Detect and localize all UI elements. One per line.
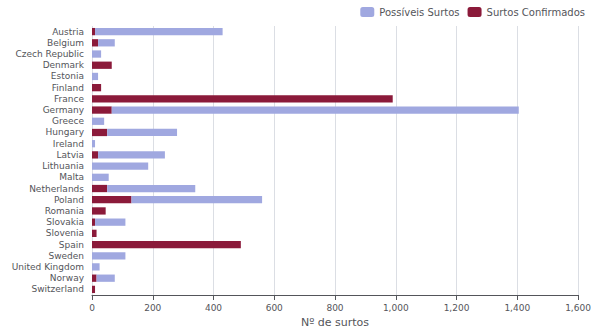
svg-text:Norway: Norway [50,273,85,283]
svg-text:0: 0 [89,303,95,313]
svg-text:Czech Republic: Czech Republic [15,49,84,59]
svg-text:United Kingdom: United Kingdom [12,262,84,272]
svg-text:Lithuania: Lithuania [42,161,84,171]
svg-text:Slovakia: Slovakia [46,217,84,227]
svg-text:Belgium: Belgium [47,38,84,48]
svg-text:Romania: Romania [45,206,84,216]
svg-text:Poland: Poland [54,195,84,205]
svg-text:Nº de surtos: Nº de surtos [301,316,369,329]
svg-text:France: France [54,94,84,104]
svg-text:Surtos Confirmados: Surtos Confirmados [487,7,585,18]
svg-text:Netherlands: Netherlands [29,184,84,194]
svg-text:200: 200 [144,303,161,313]
svg-text:Ireland: Ireland [53,139,84,149]
svg-text:Latvia: Latvia [57,150,84,160]
svg-text:Switzerland: Switzerland [32,284,85,294]
svg-text:Finland: Finland [52,83,84,93]
svg-text:800: 800 [326,303,343,313]
svg-text:1,600: 1,600 [565,303,591,313]
svg-text:Malta: Malta [59,172,84,182]
svg-text:Hungary: Hungary [46,127,85,137]
svg-text:Possíveis Surtos: Possíveis Surtos [379,7,459,18]
svg-text:Estonia: Estonia [51,71,84,81]
svg-text:1,000: 1,000 [383,303,409,313]
svg-text:Sweden: Sweden [48,251,84,261]
svg-text:Austria: Austria [52,27,84,37]
svg-text:Germany: Germany [43,105,85,115]
svg-text:Slovenia: Slovenia [46,228,84,238]
svg-text:1,200: 1,200 [444,303,470,313]
svg-text:1,400: 1,400 [504,303,530,313]
svg-text:Denmark: Denmark [43,60,85,70]
svg-text:Greece: Greece [52,116,84,126]
svg-text:Spain: Spain [59,240,84,250]
svg-text:400: 400 [205,303,222,313]
svg-text:600: 600 [266,303,283,313]
